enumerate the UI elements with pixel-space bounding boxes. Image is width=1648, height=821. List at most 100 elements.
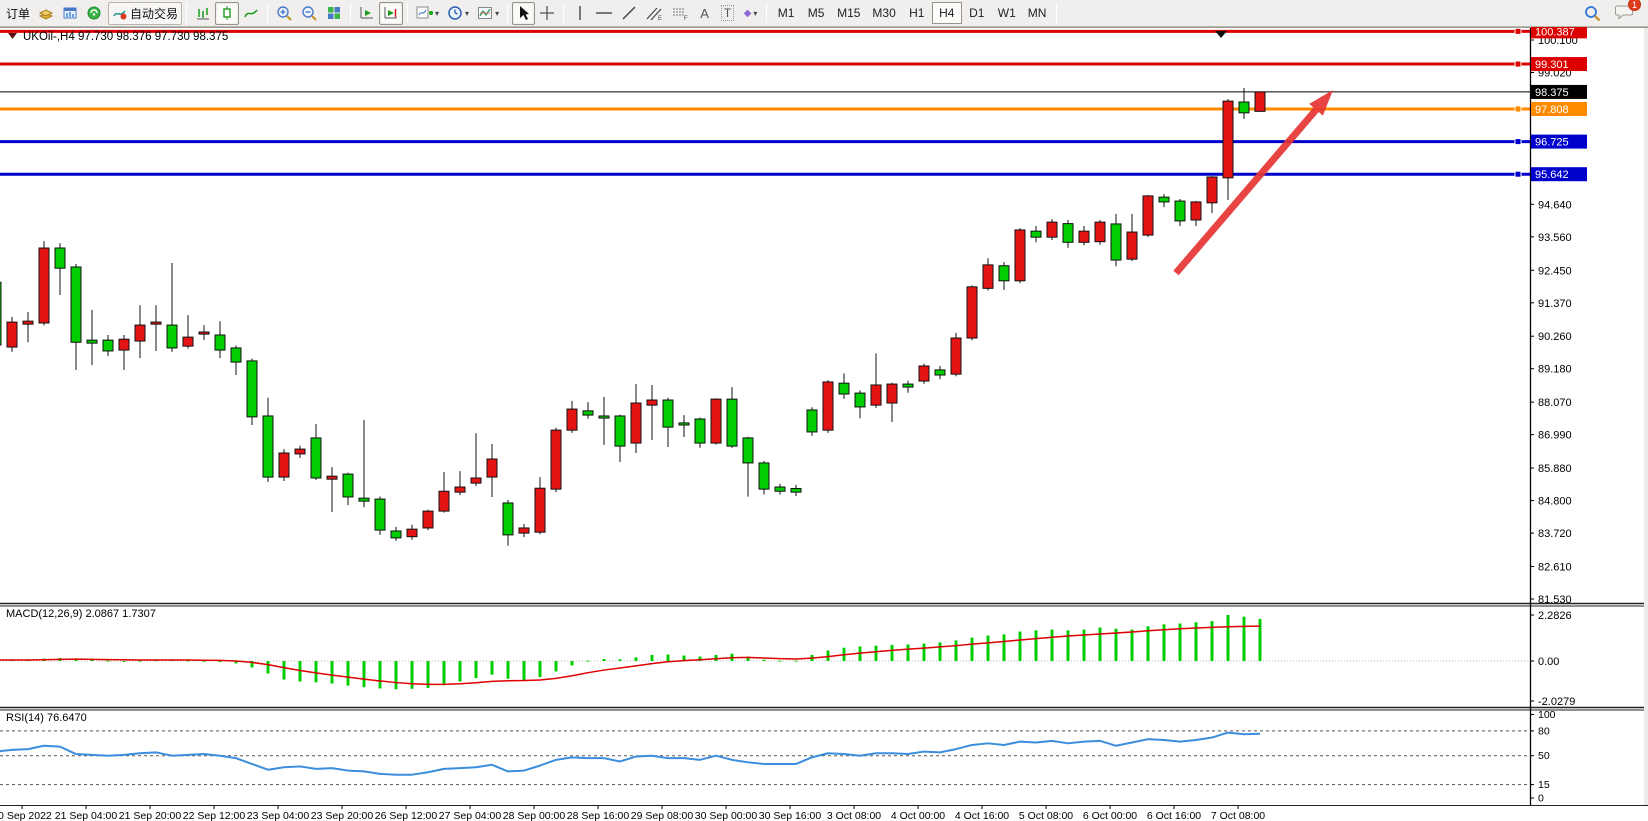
timeframe-d1-button[interactable]: D1 [969,6,985,20]
candle-body [998,265,1010,282]
hline-handle[interactable] [1514,105,1522,113]
hline-handle[interactable] [1514,170,1522,178]
candle-body [118,338,130,351]
text-label-tool-button[interactable]: T [716,2,739,25]
trend-arrow-object[interactable] [1173,90,1333,276]
time-axis-label: 30 Sep 16:00 [759,810,822,821]
indicators-button[interactable]: ▾ [412,2,443,25]
macd-bar [794,660,798,662]
chevron-down-icon: ▾ [435,8,440,18]
search-button[interactable] [1580,2,1605,25]
bar-chart-mode-button[interactable] [191,2,215,25]
hline-handle[interactable] [1514,60,1522,68]
down-arrow-marker[interactable] [1215,31,1227,38]
timeframe-h4-button[interactable]: H4 [931,2,962,24]
candle-body [982,264,994,289]
candle-body [134,324,146,342]
price-axis-label: 93.560 [1538,232,1572,244]
candle-body [1094,221,1106,243]
new-order-button[interactable]: 订单 [2,2,34,25]
candlestick-icon [223,6,231,20]
channel-tool-button[interactable]: E [641,2,667,25]
price-axis-label: 91.370 [1538,298,1572,310]
zoom-in-button[interactable] [272,2,297,25]
hline-handle[interactable] [1514,27,1522,35]
price-badge-value: 97.808 [1535,104,1569,116]
candle-body [102,339,114,352]
market-watch-button[interactable] [58,2,82,25]
templates-button[interactable]: ▾ [473,2,503,25]
candle-body [326,475,338,480]
horizontal-line-tool-button[interactable] [591,2,617,25]
timeframe-m1-button[interactable]: M1 [777,6,795,20]
fibonacci-tool-button[interactable]: F [667,2,693,25]
time-axis-label: 7 Oct 08:00 [1211,810,1265,821]
macd-bar [410,661,414,689]
right-scroll-strip[interactable] [1644,28,1648,805]
macd-bar [506,661,510,679]
macd-bar [186,660,190,662]
macd-bar [778,660,782,662]
trendline-icon [622,6,636,20]
timeframe-mn-button[interactable]: MN [1027,6,1047,20]
autotrading-button[interactable]: 自动交易 [108,1,183,25]
time-axis-label: 22 Sep 12:00 [183,810,246,821]
macd-bar [666,654,670,661]
macd-bar [250,661,254,668]
macd-label: MACD(12,26,9) 2.0867 1.7307 [6,608,156,620]
macd-bar [922,643,926,661]
price-badge-value: 99.301 [1535,59,1569,71]
macd-bar [1226,615,1230,661]
rsi-axis-label: 100 [1538,709,1556,721]
macd-bar [522,661,526,681]
crosshair-icon [540,6,555,20]
timeframe-w1-button[interactable]: W1 [997,6,1016,20]
journal-icon[interactable] [34,2,58,25]
candle-body [342,473,354,498]
trendline-tool-button[interactable] [617,2,641,25]
tile-windows-button[interactable] [322,2,346,25]
candle-body [422,510,434,529]
candle-body [918,365,930,382]
trend-arrow-shaft[interactable] [1173,104,1322,276]
macd-bar [138,660,142,662]
rsi-axis-label: 0 [1538,793,1544,805]
vertical-line-tool-button[interactable] [568,2,591,25]
text-tool-button[interactable]: A [693,2,716,25]
arrows-tool-button[interactable]: ◆ ▾ [739,2,762,25]
line-chart-mode-button[interactable] [239,2,263,25]
auto-scroll-button[interactable] [355,2,379,25]
autotrading-label: 自动交易 [130,6,179,21]
chart-shift-button[interactable] [379,1,404,25]
symbol-dropdown-icon[interactable] [8,33,17,39]
candle-body [566,408,578,431]
notifications-button[interactable]: 1 [1615,0,1641,23]
candle-body [150,321,162,325]
chevron-down-icon: ▾ [465,8,470,18]
crosshair-tool-button[interactable] [535,2,559,25]
signals-button[interactable] [82,2,106,25]
svg-text:E: E [658,16,662,21]
macd-bar [682,655,686,661]
cursor-arrow-icon [519,6,529,20]
timeframe-m30-button[interactable]: M30 [872,6,896,20]
candle-body [6,321,18,348]
time-axis-label: 29 Sep 08:00 [631,810,694,821]
zoom-out-button[interactable] [297,2,322,25]
chevron-down-icon: ▾ [495,8,500,18]
toolbar-separator [186,3,188,23]
cursor-tool-button[interactable] [512,1,536,25]
candle-body [1030,230,1042,238]
timeframe-m15-button[interactable]: M15 [837,6,861,20]
zoom-in-icon [277,5,292,21]
timeframe-m5-button[interactable]: M5 [807,6,825,20]
candlestick-mode-button[interactable] [215,1,240,25]
hline-handle[interactable] [1514,138,1522,146]
periods-button[interactable]: ▾ [443,2,473,25]
macd-bar [266,661,270,674]
candle-body [198,331,210,335]
timeframe-h1-button[interactable]: H1 [909,6,925,20]
shapes-tool-label: ◆ [743,7,752,19]
macd-bar [202,660,206,662]
